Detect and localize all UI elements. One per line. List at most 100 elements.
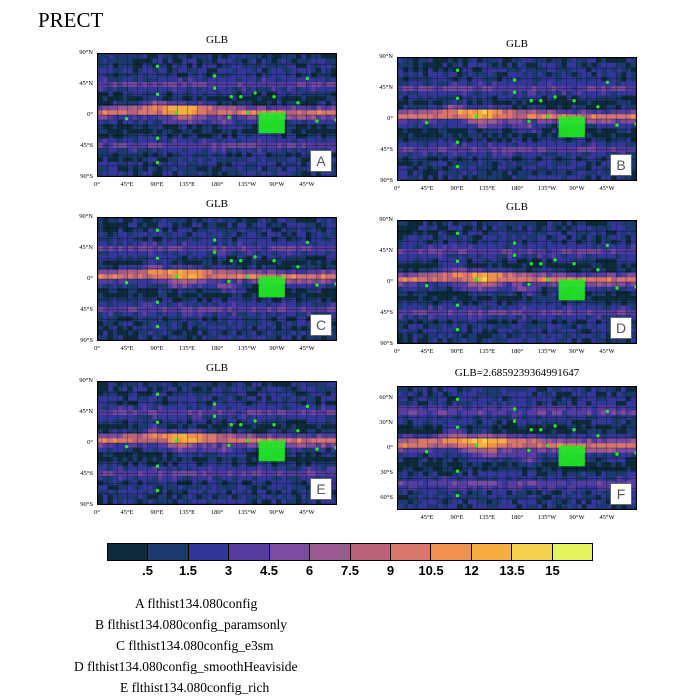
heatmap-cell <box>271 138 277 144</box>
heatmap-cell <box>286 157 292 163</box>
heatmap-cell <box>487 72 493 78</box>
heatmap-cell <box>616 239 622 245</box>
heatmap-cell <box>482 67 488 73</box>
heatmap-cell <box>422 95 429 101</box>
heatmap-cell <box>551 272 558 278</box>
heatmap-cell <box>187 241 193 247</box>
heatmap-cell <box>546 137 553 143</box>
heatmap-cell <box>286 161 292 168</box>
heatmap-cell <box>601 161 607 167</box>
heatmap-cell <box>301 260 307 266</box>
heatmap-cell <box>497 296 503 302</box>
heatmap-cell <box>261 335 267 340</box>
heatmap-cell <box>241 288 248 294</box>
heatmap-cell <box>551 267 558 274</box>
heatmap-cell <box>581 244 587 250</box>
heatmap-cell <box>432 175 439 180</box>
heatmap-cell <box>407 244 414 250</box>
heatmap-cell <box>182 68 188 74</box>
heatmap-cell <box>571 67 577 73</box>
heatmap-cell <box>531 161 538 167</box>
heatmap-cell <box>202 166 208 172</box>
heatmap-cell <box>536 109 543 115</box>
heatmap-cell <box>517 267 523 274</box>
heatmap-cell <box>521 81 528 87</box>
heatmap-cell <box>311 63 317 69</box>
heatmap-cell <box>457 95 463 101</box>
heatmap-cell <box>271 133 277 139</box>
heatmap-cell <box>306 63 312 69</box>
heatmap-cell <box>212 171 218 176</box>
heatmap-cell <box>616 244 622 250</box>
heatmap-cell <box>231 157 238 163</box>
heatmap-cell <box>482 128 488 134</box>
heatmap-cell <box>626 277 632 283</box>
heatmap-cell <box>306 86 312 92</box>
heatmap-cell <box>482 305 488 311</box>
heatmap-cell <box>497 100 503 106</box>
heatmap-cell <box>112 63 119 69</box>
heatmap-cell <box>98 157 104 163</box>
heatmap-cell <box>517 156 523 162</box>
heatmap-cell <box>152 166 158 172</box>
heatmap-cell <box>296 222 302 228</box>
heatmap-cell <box>142 269 148 275</box>
heatmap-cell <box>202 293 208 299</box>
heatmap-cell <box>266 236 272 242</box>
heatmap-cell <box>407 161 414 167</box>
heatmap-cell <box>112 260 119 266</box>
heatmap-cell <box>621 291 627 297</box>
heatmap-cell <box>182 119 188 125</box>
heatmap-cell <box>202 68 208 74</box>
heatmap-cell <box>172 105 178 111</box>
heatmap-cell <box>207 222 213 228</box>
heatmap-cell <box>551 114 558 120</box>
heatmap-cell <box>611 104 617 111</box>
heatmap-cell <box>482 165 488 172</box>
heatmap-cell <box>437 165 444 172</box>
heatmap-cell <box>212 232 218 238</box>
heatmap-cell <box>412 258 419 264</box>
heatmap-cell <box>437 286 444 292</box>
heatmap-cell <box>197 171 203 176</box>
heatmap-cell <box>462 286 468 292</box>
heatmap-cell <box>202 311 208 317</box>
heatmap-cell <box>157 166 163 172</box>
heatmap-cell <box>321 91 327 97</box>
heatmap-cell <box>531 165 538 172</box>
site-marker <box>527 119 531 124</box>
heatmap-cell <box>467 109 473 115</box>
heatmap-cell <box>606 175 612 180</box>
heatmap-cell <box>177 77 183 83</box>
heatmap-cell <box>621 95 627 101</box>
heatmap-cell <box>472 165 478 172</box>
heatmap-cell <box>417 277 424 283</box>
heatmap-cell <box>512 282 518 288</box>
heatmap-cell <box>517 286 523 292</box>
heatmap-cell <box>152 124 158 130</box>
heatmap-cell <box>202 241 208 247</box>
heatmap-cell <box>172 119 178 125</box>
heatmap-cell <box>276 100 282 107</box>
heatmap-cell <box>187 335 193 340</box>
heatmap-cell <box>296 325 302 332</box>
heatmap-cell <box>316 63 322 69</box>
heatmap-cell <box>152 72 158 78</box>
heatmap-cell <box>291 86 297 92</box>
heatmap-cell <box>586 263 592 269</box>
site-marker <box>212 74 217 78</box>
heatmap-cell <box>291 330 297 336</box>
heatmap-cell <box>398 81 404 87</box>
heatmap-cell <box>236 105 243 111</box>
heatmap-cell <box>621 277 627 283</box>
lon-tick-label: 90°W <box>269 345 285 352</box>
heatmap-cell <box>296 129 302 135</box>
heatmap-cell <box>616 253 622 259</box>
heatmap-cell <box>132 274 139 280</box>
heatmap-cell <box>192 311 198 317</box>
heatmap-cell <box>402 300 409 306</box>
heatmap-cell <box>581 100 587 106</box>
heatmap-cell <box>521 62 528 68</box>
heatmap-cell <box>256 152 263 158</box>
heatmap-cell <box>521 277 528 283</box>
